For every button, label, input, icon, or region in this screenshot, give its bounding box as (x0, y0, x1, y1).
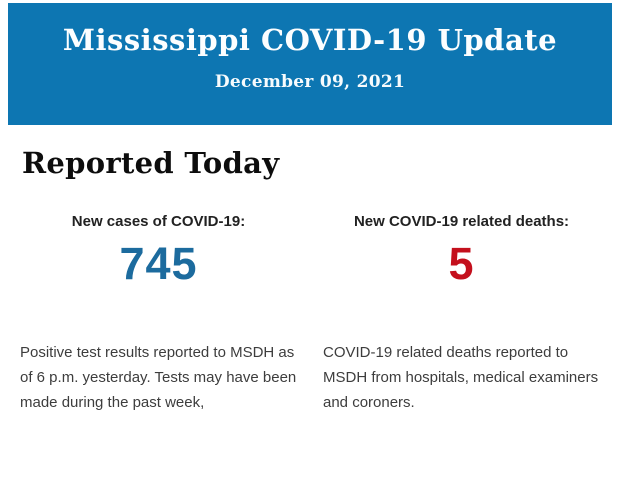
covid-update-page: Mississippi COVID-19 Update December 09,… (0, 3, 620, 486)
report-date: December 09, 2021 (214, 72, 406, 92)
section-title: Reported Today (22, 146, 280, 180)
new-cases-value: 745 (119, 238, 198, 289)
main-content: Reported Today New cases of COVID-19: 74… (0, 146, 620, 415)
descriptions-row: Positive test results reported to MSDH a… (20, 340, 600, 415)
stat-new-cases: New cases of COVID-19: 745 (20, 213, 297, 287)
stats-row: New cases of COVID-19: 745 New COVID-19 … (20, 213, 600, 287)
new-deaths-label: New COVID-19 related deaths: (353, 213, 570, 230)
new-cases-description: Positive test results reported to MSDH a… (20, 344, 297, 411)
stat-new-deaths: New COVID-19 related deaths: 5 (323, 213, 600, 287)
header-banner: Mississippi COVID-19 Update December 09,… (8, 3, 612, 125)
new-cases-label: New cases of COVID-19: (71, 213, 246, 230)
new-deaths-description: COVID-19 related deaths reported to MSDH… (323, 344, 599, 411)
page-title: Mississippi COVID-19 Update (62, 23, 558, 57)
new-deaths-value: 5 (448, 238, 475, 289)
